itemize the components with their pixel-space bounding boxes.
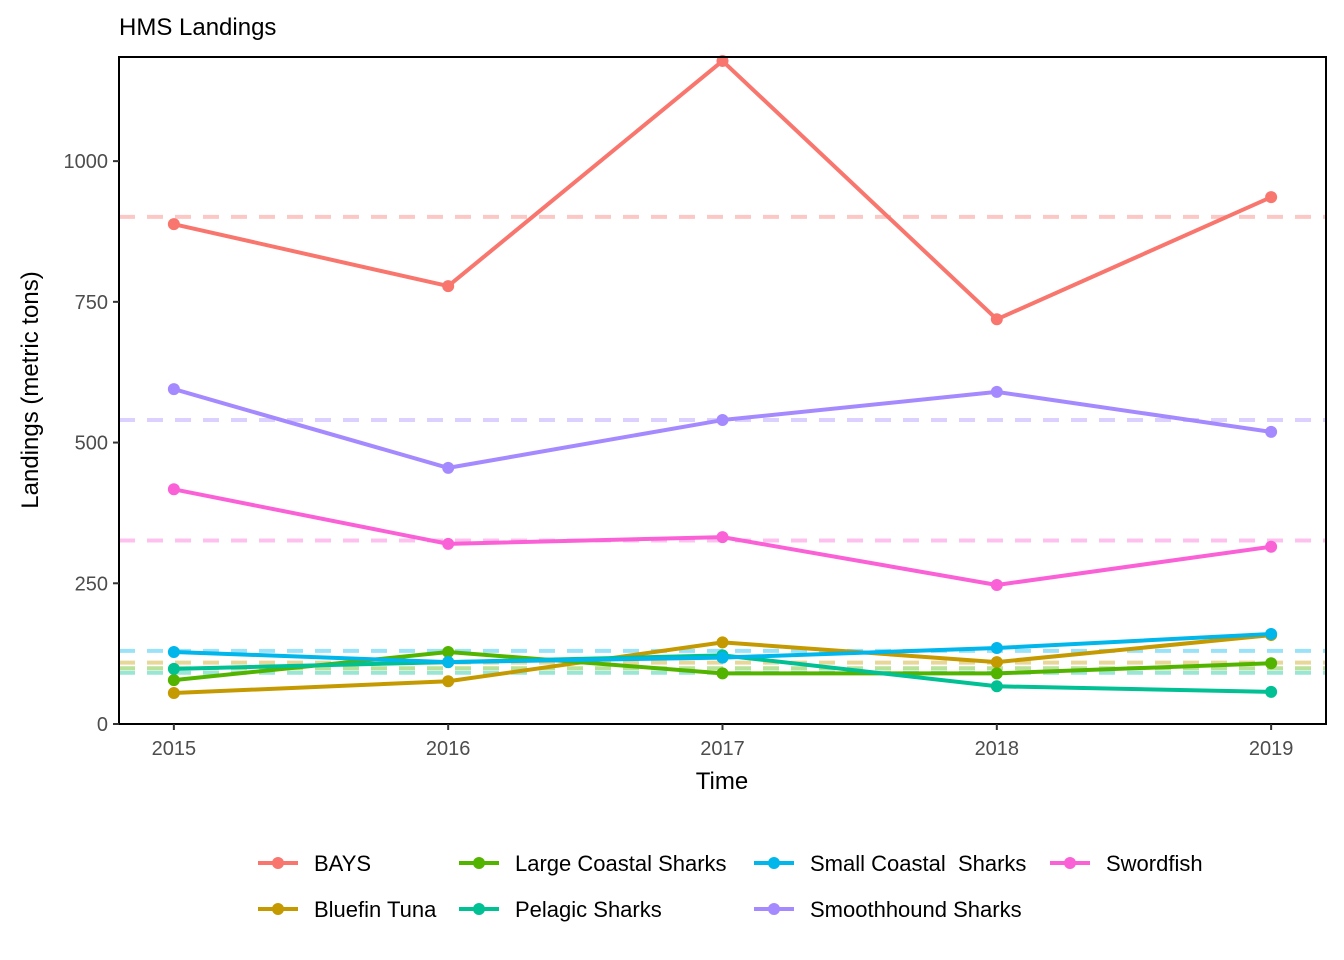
data-point-small-coastal-sharks-2016 [442, 656, 455, 669]
legend-label-smoothhound-sharks: Smoothhound Sharks [810, 897, 1022, 922]
data-point-bluefin-tuna-2015 [167, 687, 180, 700]
data-point-smoothhound-sharks-2019 [1265, 425, 1278, 438]
legend-key-point-smoothhound-sharks [768, 903, 780, 915]
data-point-swordfish-2019 [1265, 540, 1278, 553]
x-tick-label: 2015 [152, 738, 197, 760]
y-tick-label: 1000 [64, 151, 109, 173]
x-tick-label: 2018 [975, 738, 1020, 760]
data-point-swordfish-2016 [442, 537, 455, 550]
data-point-smoothhound-sharks-2015 [167, 383, 180, 396]
data-point-small-coastal-sharks-2019 [1265, 627, 1278, 640]
x-tick-label: 2017 [700, 738, 745, 760]
data-point-bluefin-tuna-2018 [990, 656, 1003, 669]
data-point-bays-2019 [1265, 191, 1278, 204]
y-tick-label: 250 [75, 573, 108, 595]
x-axis-title: Time [696, 768, 748, 795]
legend-label-large-coastal-sharks: Large Coastal Sharks [515, 851, 727, 876]
data-point-smoothhound-sharks-2016 [442, 461, 455, 474]
data-point-large-coastal-sharks-2017 [716, 667, 729, 680]
data-point-pelagic-sharks-2018 [990, 680, 1003, 693]
data-point-large-coastal-sharks-2016 [442, 645, 455, 658]
data-point-bluefin-tuna-2017 [716, 636, 729, 649]
data-point-swordfish-2015 [167, 483, 180, 496]
series-line-smoothhound-sharks [173, 387, 1272, 470]
legend-key-point-swordfish [1064, 857, 1076, 869]
data-point-bluefin-tuna-2016 [442, 675, 455, 688]
data-point-small-coastal-sharks-2018 [990, 642, 1003, 655]
series-line-bays [173, 58, 1272, 322]
plot-panel-border [118, 56, 1327, 725]
series-lines [173, 58, 1272, 696]
data-point-smoothhound-sharks-2018 [990, 385, 1003, 398]
legend-label-bays: BAYS [314, 851, 371, 876]
y-axis-title: Landings (metric tons) [17, 271, 44, 508]
data-point-pelagic-sharks-2015 [167, 662, 180, 675]
data-point-pelagic-sharks-2019 [1265, 685, 1278, 698]
data-point-large-coastal-sharks-2019 [1265, 657, 1278, 670]
legend: BAYS Large Coastal Sharks Small Coastal Sh… [258, 851, 1203, 922]
y-tick-label: 750 [75, 292, 108, 314]
chart-title: HMS Landings [119, 14, 276, 41]
x-tick-label: 2019 [1249, 738, 1294, 760]
data-point-large-coastal-sharks-2018 [990, 667, 1003, 680]
y-tick-label: 500 [75, 433, 108, 455]
legend-key-point-bluefin-tuna [272, 903, 284, 915]
legend-key-point-large-coastal-sharks [473, 857, 485, 869]
legend-label-swordfish: Swordfish [1106, 851, 1203, 876]
data-point-swordfish-2017 [716, 531, 729, 544]
plot-panel [118, 54, 1327, 725]
data-point-swordfish-2018 [990, 578, 1003, 591]
x-tick-label: 2016 [426, 738, 471, 760]
legend-label-pelagic-sharks: Pelagic Sharks [515, 897, 662, 922]
series-points [167, 54, 1278, 700]
data-point-smoothhound-sharks-2017 [716, 414, 729, 427]
legend-label-small-coastal-sharks: Small Coastal Sharks [810, 851, 1026, 876]
data-point-bays-2018 [990, 313, 1003, 326]
y-axis: 0 250 500 750 1000 [64, 151, 119, 736]
y-tick-label: 0 [97, 714, 108, 736]
legend-key-point-pelagic-sharks [473, 903, 485, 915]
x-axis: 2015 2016 2017 2018 2019 [152, 724, 1294, 760]
mean-lines [119, 214, 1326, 675]
data-point-large-coastal-sharks-2015 [167, 674, 180, 687]
data-point-bays-2016 [442, 280, 455, 293]
legend-label-bluefin-tuna: Bluefin Tuna [314, 897, 437, 922]
data-point-small-coastal-sharks-2017 [716, 651, 729, 664]
data-point-bays-2015 [167, 218, 180, 231]
data-point-small-coastal-sharks-2015 [167, 645, 180, 658]
legend-key-point-bays [272, 857, 284, 869]
legend-key-point-small-coastal-sharks [768, 857, 780, 869]
